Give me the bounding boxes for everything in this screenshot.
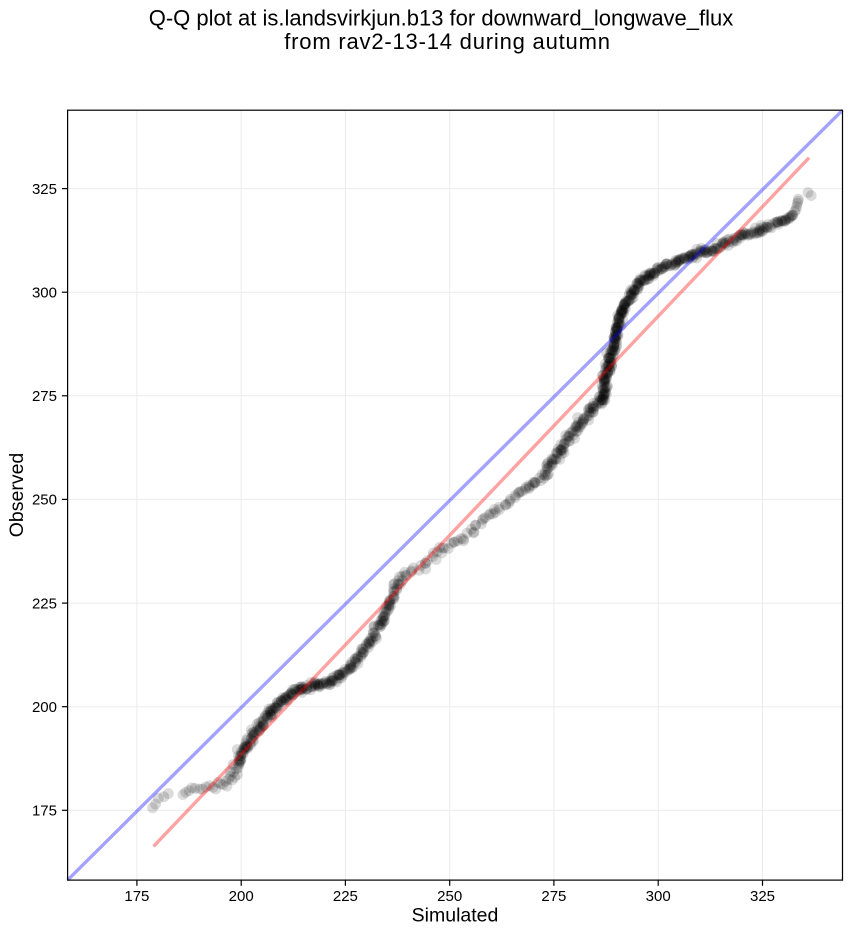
svg-text:225: 225 (333, 888, 358, 905)
svg-text:250: 250 (32, 492, 57, 509)
svg-text:Observed: Observed (6, 453, 28, 538)
svg-text:200: 200 (32, 699, 57, 716)
svg-text:275: 275 (541, 888, 566, 905)
svg-text:Simulated: Simulated (412, 905, 499, 927)
svg-text:300: 300 (646, 888, 671, 905)
svg-text:300: 300 (32, 284, 57, 301)
svg-text:Q-Q plot at is.landsvirkjun.b1: Q-Q plot at is.landsvirkjun.b13 for down… (149, 6, 734, 31)
svg-text:175: 175 (124, 888, 149, 905)
svg-text:200: 200 (229, 888, 254, 905)
svg-text:250: 250 (437, 888, 462, 905)
svg-text:225: 225 (32, 595, 57, 612)
svg-text:275: 275 (32, 388, 57, 405)
svg-text:325: 325 (750, 888, 775, 905)
svg-text:175: 175 (32, 803, 57, 820)
svg-text:from rav2-13-14 during autumn: from rav2-13-14 during autumn (284, 29, 610, 54)
svg-text:325: 325 (32, 181, 57, 198)
